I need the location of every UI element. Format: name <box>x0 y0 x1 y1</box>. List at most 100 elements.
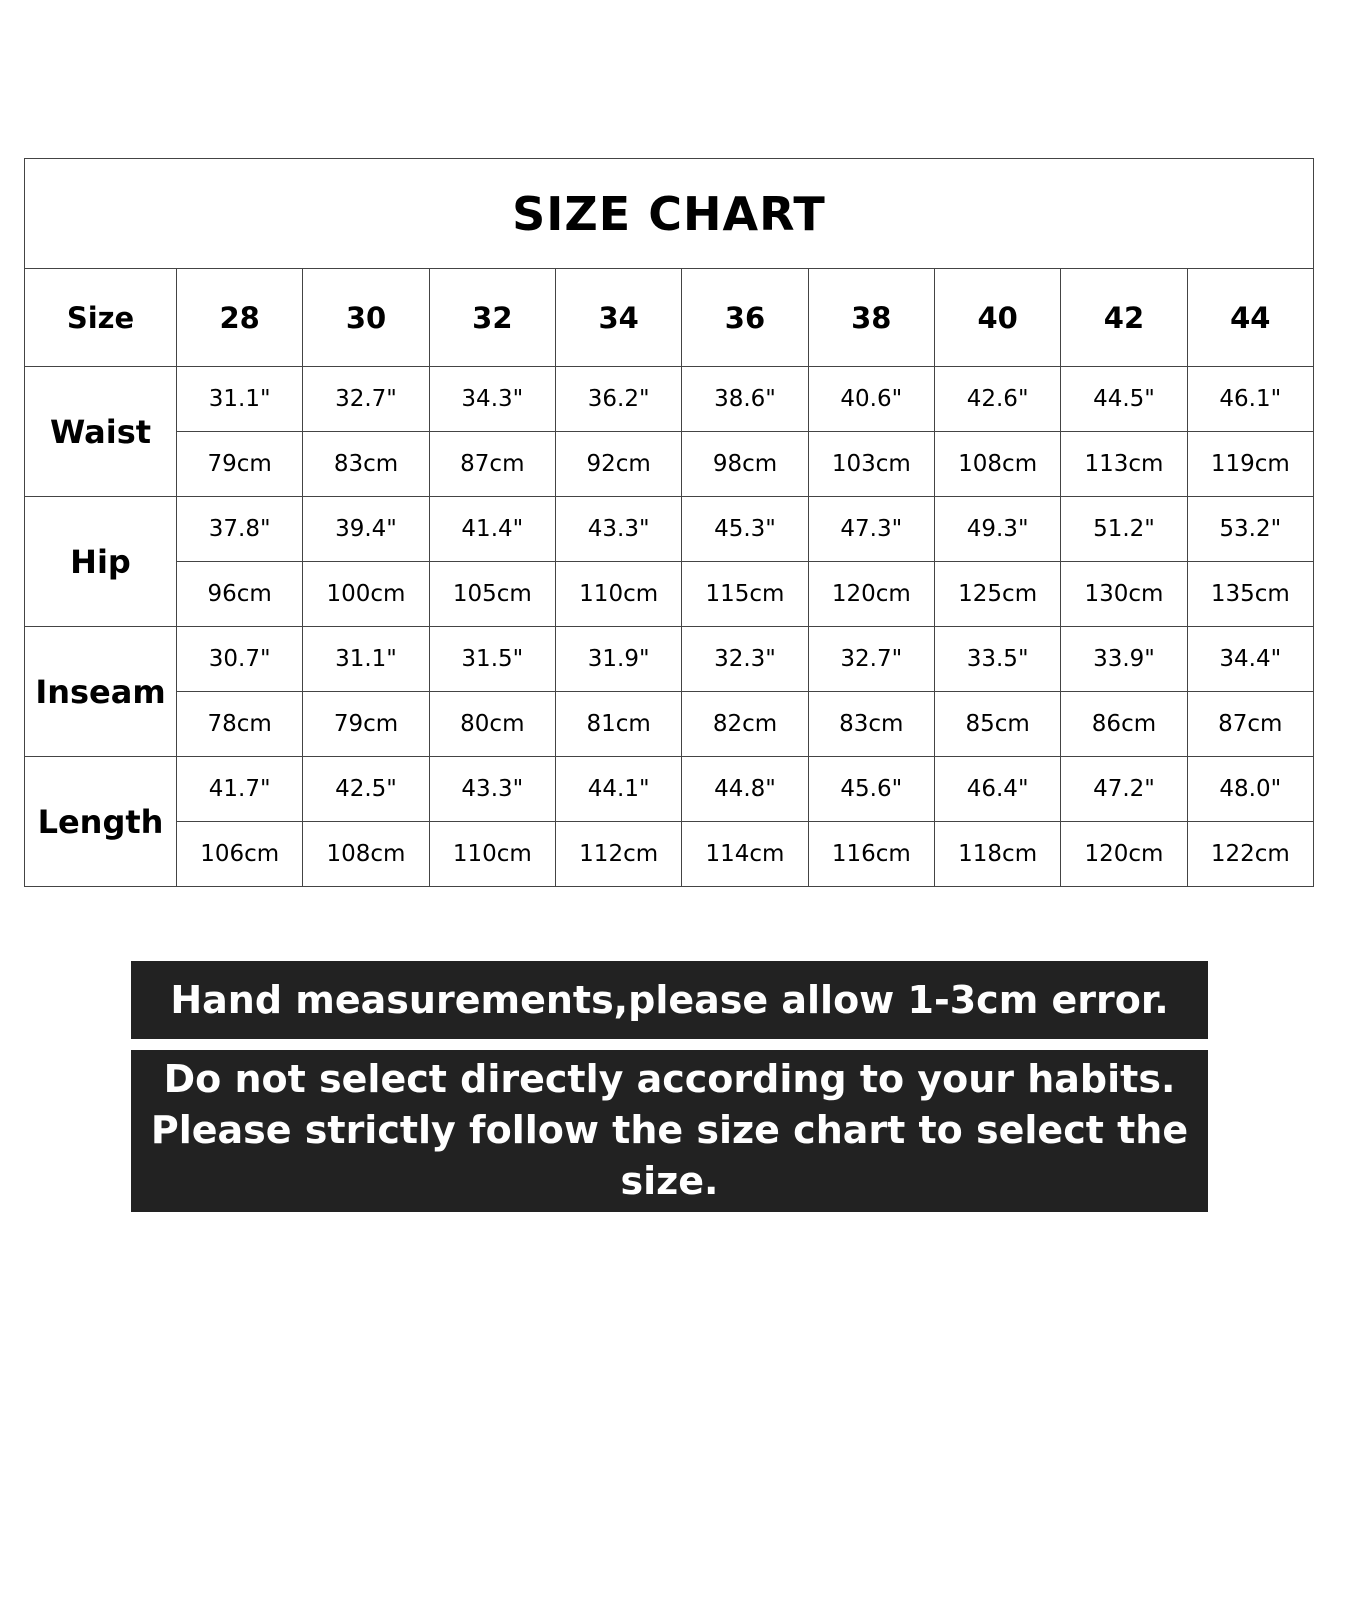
inch-value-cell: 45.6" <box>807 756 935 822</box>
inch-value-cell: 31.5" <box>428 626 556 692</box>
cm-value-cell: 82cm <box>681 691 809 757</box>
cm-value-cell: 116cm <box>807 821 935 887</box>
cm-value-cell: 83cm <box>302 431 430 497</box>
inch-value-cell: 38.6" <box>681 366 809 432</box>
inch-value-cell: 44.5" <box>1060 366 1188 432</box>
inch-value-cell: 34.4" <box>1186 626 1315 692</box>
size-header-cell: 40 <box>933 268 1062 367</box>
cm-value-cell: 87cm <box>1186 691 1315 757</box>
cm-value-cell: 113cm <box>1060 431 1188 497</box>
table-row: Inseam 30.7" 31.1" 31.5" 31.9" 32.3" 32.7" 33.5… <box>24 626 1315 757</box>
cm-value-cell: 108cm <box>302 821 430 887</box>
cm-value-cell: 83cm <box>807 691 935 757</box>
chart-title: SIZE CHART <box>24 158 1314 269</box>
measurement-label: Waist <box>24 366 177 497</box>
note-line: Do not select directly according to your… <box>163 1057 1176 1101</box>
cm-value-cell: 103cm <box>807 431 935 497</box>
cm-value-cell: 81cm <box>554 691 683 757</box>
inch-value-cell: 44.1" <box>554 756 683 822</box>
inch-value-cell: 31.9" <box>554 626 683 692</box>
size-selection-note: Do not select directly according to your… <box>131 1050 1208 1254</box>
inch-value-cell: 39.4" <box>302 496 430 562</box>
inch-value-cell: 30.7" <box>175 626 304 692</box>
measurement-label: Length <box>24 756 177 887</box>
inch-value-cell: 48.0" <box>1186 756 1315 822</box>
cm-value-cell: 100cm <box>302 561 430 627</box>
cm-value-cell: 110cm <box>428 821 556 887</box>
inch-value-cell: 46.4" <box>933 756 1062 822</box>
table-row: Length 41.7" 42.5" 43.3" 44.1" 44.8" 45.6" 46.4… <box>24 756 1315 887</box>
table-row: Hip 37.8" 39.4" 41.4" 43.3" 45.3" 47.3" 49.3" 51… <box>24 496 1315 627</box>
inch-value-cell: 42.6" <box>933 366 1062 432</box>
inch-value-cell: 36.2" <box>554 366 683 432</box>
inch-value-cell: 47.3" <box>807 496 935 562</box>
size-chart-table: SIZE CHART Size 28 30 32 34 36 38 40 42 44 Waist 31… <box>24 158 1315 887</box>
table-row: 78cm 79cm 80cm 81cm 82cm 83cm 85cm 86cm 87cm <box>25 691 1315 757</box>
size-header-cell: 34 <box>554 268 683 367</box>
inch-value-cell: 41.4" <box>428 496 556 562</box>
inch-value-cell: 47.2" <box>1060 756 1188 822</box>
inch-value-cell: 42.5" <box>302 756 430 822</box>
cm-value-cell: 86cm <box>1060 691 1188 757</box>
size-header-cell: 38 <box>807 268 935 367</box>
measurement-label: Hip <box>24 496 177 627</box>
inch-value-cell: 43.3" <box>554 496 683 562</box>
inch-value-cell: 43.3" <box>428 756 556 822</box>
size-header-cell: 32 <box>428 268 556 367</box>
cm-value-cell: 125cm <box>933 561 1062 627</box>
note-line: Product sizes are US sizes. <box>381 1210 958 1254</box>
table-row: 79cm 83cm 87cm 92cm 98cm 103cm 108cm 113cm 119cm <box>25 431 1315 497</box>
size-header-cell: 42 <box>1060 268 1188 367</box>
size-header-cell: 30 <box>302 268 430 367</box>
cm-value-cell: 80cm <box>428 691 556 757</box>
note-line: Please strictly follow the size chart to… <box>150 1108 1189 1203</box>
cm-value-cell: 96cm <box>175 561 304 627</box>
inch-value-cell: 33.5" <box>933 626 1062 692</box>
inch-value-cell: 51.2" <box>1060 496 1188 562</box>
cm-value-cell: 105cm <box>428 561 556 627</box>
cm-value-cell: 130cm <box>1060 561 1188 627</box>
size-label: Size <box>24 268 177 367</box>
cm-value-cell: 114cm <box>681 821 809 887</box>
cm-value-cell: 79cm <box>302 691 430 757</box>
inch-value-cell: 45.3" <box>681 496 809 562</box>
cm-value-cell: 118cm <box>933 821 1062 887</box>
inch-value-cell: 40.6" <box>807 366 935 432</box>
cm-value-cell: 106cm <box>175 821 304 887</box>
inch-value-cell: 33.9" <box>1060 626 1188 692</box>
cm-value-cell: 79cm <box>175 431 304 497</box>
cm-value-cell: 122cm <box>1186 821 1315 887</box>
measurement-label: Inseam <box>24 626 177 757</box>
cm-value-cell: 120cm <box>1060 821 1188 887</box>
cm-value-cell: 120cm <box>807 561 935 627</box>
cm-value-cell: 115cm <box>681 561 809 627</box>
cm-value-cell: 135cm <box>1186 561 1315 627</box>
size-header-cell: 44 <box>1186 268 1315 367</box>
cm-value-cell: 92cm <box>554 431 683 497</box>
table-row: Waist 31.1" 32.7" 34.3" 36.2" 38.6" 40.6" 42.6"… <box>24 366 1315 497</box>
inch-value-cell: 44.8" <box>681 756 809 822</box>
inch-value-cell: 32.7" <box>302 366 430 432</box>
table-row: 106cm 108cm 110cm 112cm 114cm 116cm 118cm 120cm… <box>25 821 1315 887</box>
inch-value-cell: 49.3" <box>933 496 1062 562</box>
inch-value-cell: 37.8" <box>175 496 304 562</box>
cm-value-cell: 87cm <box>428 431 556 497</box>
inch-value-cell: 41.7" <box>175 756 304 822</box>
table-row: 96cm 100cm 105cm 110cm 115cm 120cm 125cm 130cm 1… <box>25 561 1315 627</box>
inch-value-cell: 34.3" <box>428 366 556 432</box>
cm-value-cell: 112cm <box>554 821 683 887</box>
size-header-cell: 36 <box>681 268 809 367</box>
cm-value-cell: 108cm <box>933 431 1062 497</box>
cm-value-cell: 78cm <box>175 691 304 757</box>
cm-value-cell: 85cm <box>933 691 1062 757</box>
inch-value-cell: 31.1" <box>175 366 304 432</box>
inch-value-cell: 31.1" <box>302 626 430 692</box>
inch-value-cell: 32.3" <box>681 626 809 692</box>
cm-value-cell: 119cm <box>1186 431 1315 497</box>
inch-value-cell: 32.7" <box>807 626 935 692</box>
measurement-error-note: Hand measurements,please allow 1-3cm err… <box>131 961 1208 1039</box>
cm-value-cell: 98cm <box>681 431 809 497</box>
size-header-cell: 28 <box>175 268 304 367</box>
size-header-row: Size 28 30 32 34 36 38 40 42 44 <box>24 268 1315 367</box>
inch-value-cell: 53.2" <box>1186 496 1315 562</box>
